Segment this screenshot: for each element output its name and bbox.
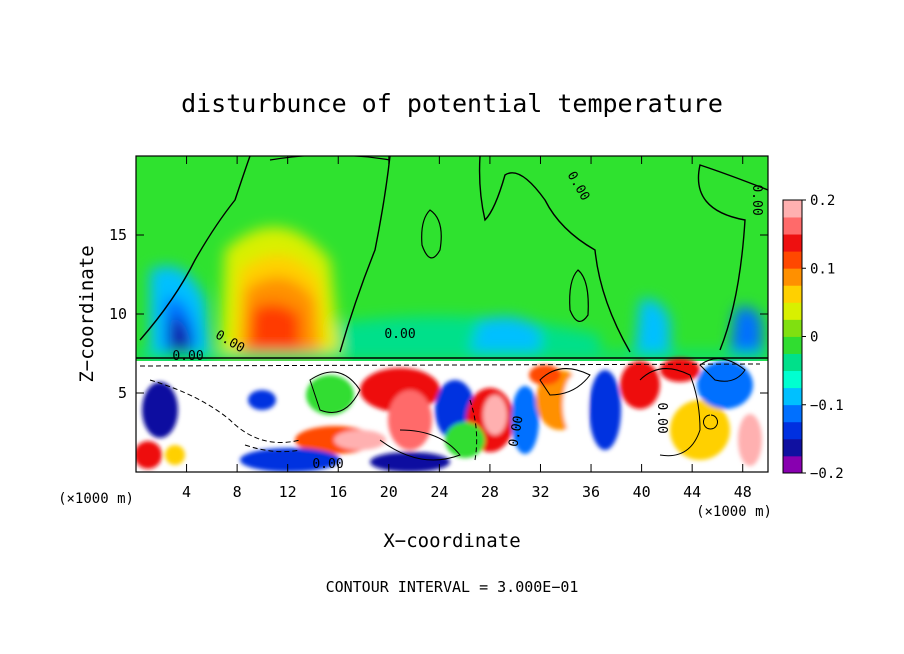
lower-anomaly-blob-12 [483, 395, 507, 435]
x-tick-label-48: 48 [734, 483, 752, 501]
contour-label-7: 0.00 [312, 457, 343, 472]
colorbar-swatch-16 [783, 200, 802, 218]
y-axis: 5 10 15 [109, 226, 768, 402]
contour-lower-1 [149, 379, 301, 443]
contour-lower-6 [699, 358, 746, 382]
contour-zero-left [139, 156, 251, 341]
y-unit-label: (×1000 m) [58, 491, 134, 507]
x-tick-label-8: 8 [233, 483, 242, 501]
colorbar-swatch-14 [783, 234, 802, 252]
lower-anomaly-blob-23 [529, 365, 561, 385]
lower-anomaly-blob-7 [334, 430, 386, 450]
colorbar-swatch-3 [783, 421, 802, 440]
colorbar-swatch-12 [783, 268, 802, 286]
lower-anomaly-blob-9 [388, 390, 432, 450]
contour-lower-8 [244, 444, 301, 453]
y-tick-label-10: 10 [109, 305, 127, 323]
cold-anomaly-strong [170, 318, 190, 352]
contour-interval-note: CONTOUR INTERVAL = 3.000E−01 [326, 578, 579, 596]
cool-patch-40 [635, 299, 670, 352]
x-tick-label-32: 32 [531, 483, 549, 501]
lower-anomaly-blob-17 [620, 361, 660, 409]
chart-title: disturbunce of potential temperature [181, 89, 723, 118]
colorbar-swatch-8 [783, 336, 802, 354]
contour-label-4: 0.00 [749, 184, 764, 215]
colorbar-swatch-10 [783, 302, 802, 320]
colorbar: 0.2 0.1 0 −0.1 −0.2 [782, 193, 844, 482]
colorbar-swatch-11 [783, 285, 802, 303]
colorbar-swatch-6 [783, 370, 802, 389]
contour-label-2: 0.00 [384, 327, 415, 342]
contour-lower-5 [639, 368, 701, 457]
contour-lower-4 [539, 368, 591, 396]
contour-label-5: 0.00 [172, 349, 203, 364]
lower-anomaly-blob-5 [306, 375, 354, 415]
x-tick-label-24: 24 [430, 483, 448, 501]
warm-anomaly-core [250, 303, 300, 350]
cool-patch-28 [470, 316, 540, 352]
lower-anomaly-blob-25 [738, 414, 762, 466]
colorbar-swatch-5 [783, 387, 802, 406]
lower-anomaly-blob-15 [563, 375, 587, 435]
y-tick-label-15: 15 [109, 226, 127, 244]
x-tick-label-4: 4 [182, 483, 191, 501]
colorbar-swatch-15 [783, 217, 802, 235]
colorbar-swatch-2 [783, 438, 802, 457]
contour-zero-mid [339, 156, 391, 353]
x-unit-label: (×1000 m) [696, 504, 772, 520]
x-tick-label-28: 28 [481, 483, 499, 501]
contour-zero-right [478, 156, 631, 353]
lower-anomaly-blob-3 [165, 445, 185, 465]
x-tick-label-12: 12 [279, 483, 297, 501]
x-axis-label: X−coordinate [383, 530, 520, 552]
x-tick-label-20: 20 [380, 483, 398, 501]
colorbar-swatch-13 [783, 251, 802, 269]
colorbar-tick-label-1: 0.2 [810, 193, 835, 209]
colorbar-tick-label-5: −0.2 [810, 466, 844, 482]
colorbar-swatch-1 [783, 455, 802, 474]
y-axis-label: Z−coordinate [76, 245, 98, 382]
contour-lower-2 [309, 371, 361, 413]
lower-anomaly-blob-21 [370, 452, 450, 472]
x-tick-label-44: 44 [683, 483, 701, 501]
contour-island-22 [421, 209, 442, 259]
contour-interface-dash [139, 363, 761, 367]
contour-top-arc [269, 156, 391, 161]
x-tick-label-16: 16 [329, 483, 347, 501]
lower-anomaly-blob-1 [142, 382, 178, 438]
cool-patch-48 [730, 306, 762, 352]
plot-area: 0.00 0.000.00 0.000.000.000.000.00 [136, 156, 768, 472]
colorbar-swatch-4 [783, 404, 802, 423]
lower-anomaly-blob-2 [136, 441, 162, 469]
colorbar-tick-label-2: 0.1 [810, 261, 835, 277]
lower-anomaly-blob-19 [697, 361, 753, 409]
contour-lower-3 [379, 429, 461, 461]
x-axis: 4 8 12 16 20 24 28 32 36 40 44 48 [182, 156, 752, 501]
colorbar-tick-label-4: −0.1 [810, 398, 844, 414]
lower-anomaly-blob-4 [248, 390, 276, 410]
lower-turbulent-field [136, 358, 762, 472]
contour-lower-7 [703, 414, 718, 430]
lower-anomaly-blob-22 [445, 422, 485, 458]
x-tick-label-36: 36 [582, 483, 600, 501]
colorbar-swatch-9 [783, 319, 802, 337]
contour-island-36 [569, 269, 589, 322]
lower-anomaly-blob-24 [660, 358, 700, 382]
contour-label-6: 0.00 [506, 415, 526, 448]
colorbar-swatch-7 [783, 353, 802, 372]
colorbar-tick-label-3: 0 [810, 330, 818, 346]
contour-zero-far-right [697, 164, 768, 351]
lower-anomaly-blob-13 [511, 386, 539, 454]
x-tick-label-40: 40 [633, 483, 651, 501]
lower-anomaly-blob-16 [589, 370, 621, 450]
contour-label-8: 0.00 [654, 402, 669, 433]
y-tick-label-5: 5 [118, 384, 127, 402]
lower-anomaly-blob-20 [240, 448, 340, 472]
